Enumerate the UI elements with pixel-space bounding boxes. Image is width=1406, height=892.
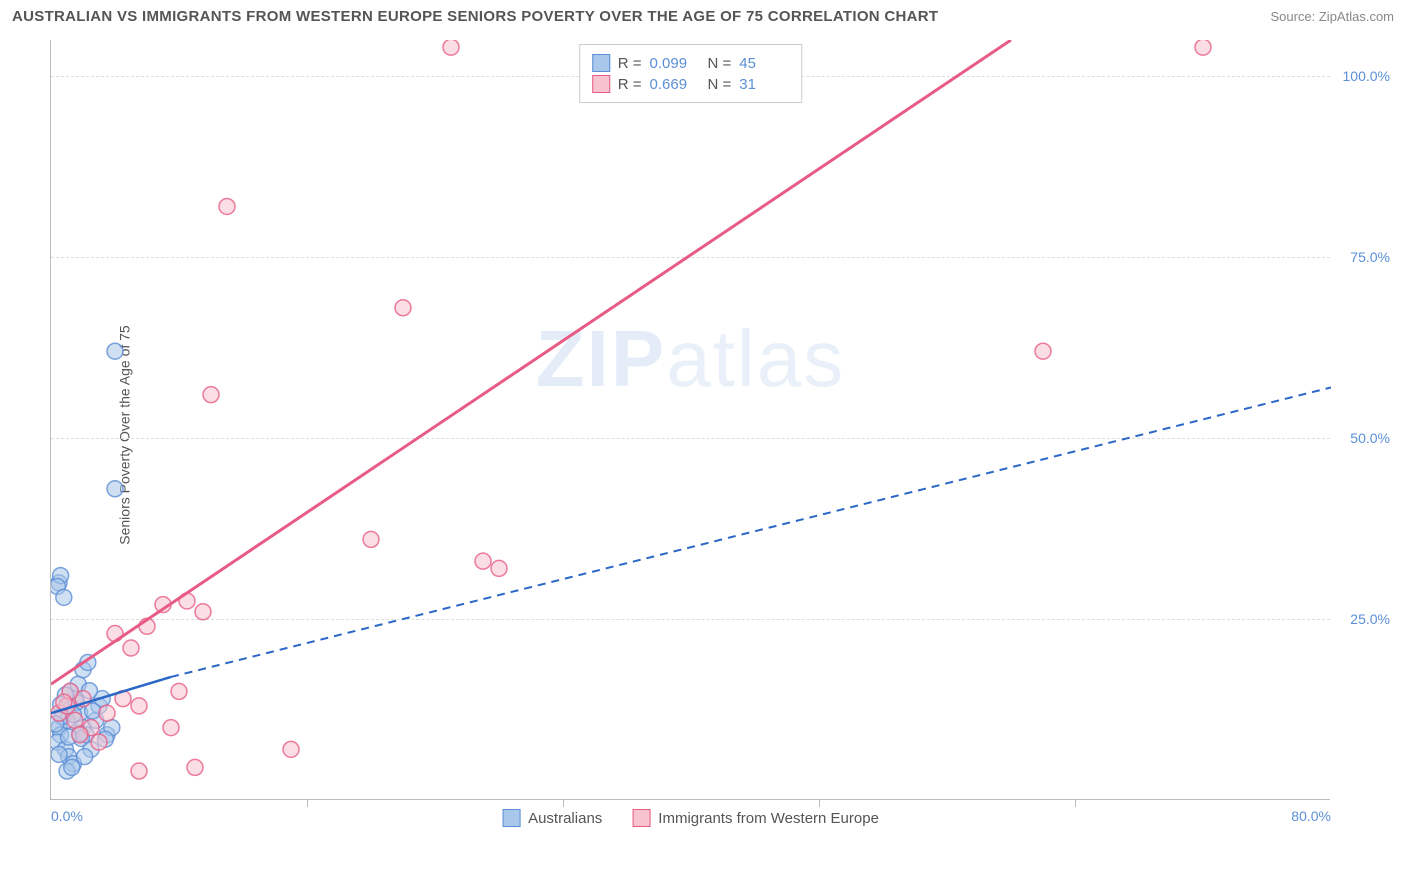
- x-tick-label: 0.0%: [51, 808, 83, 824]
- legend-item-1: Australians: [502, 809, 602, 827]
- bottom-legend: Australians Immigrants from Western Euro…: [502, 809, 879, 827]
- legend-label-2: Immigrants from Western Europe: [658, 810, 879, 827]
- r-val-2: 0.669: [650, 76, 700, 93]
- plot-container: Seniors Poverty Over the Age of 75 ZIPat…: [50, 40, 1390, 830]
- n-label-2: N =: [708, 76, 732, 93]
- y-tick-label: 25.0%: [1335, 611, 1390, 627]
- swatch-bottom-1: [502, 809, 520, 827]
- stats-row-series1: R = 0.099 N = 45: [592, 54, 790, 72]
- r-label-2: R =: [618, 76, 642, 93]
- n-val-2: 31: [739, 76, 789, 93]
- chart-title: AUSTRALIAN VS IMMIGRANTS FROM WESTERN EU…: [12, 8, 938, 25]
- x-tick-label: 80.0%: [1291, 808, 1331, 824]
- n-label: N =: [708, 55, 732, 72]
- chart-svg: [51, 40, 1331, 800]
- y-tick-label: 75.0%: [1335, 249, 1390, 265]
- watermark: ZIPatlas: [536, 313, 845, 405]
- r-val-1: 0.099: [650, 55, 700, 72]
- stats-row-series2: R = 0.669 N = 31: [592, 75, 790, 93]
- swatch-bottom-2: [632, 809, 650, 827]
- n-val-1: 45: [739, 55, 789, 72]
- y-tick-label: 50.0%: [1335, 430, 1390, 446]
- stats-legend: R = 0.099 N = 45 R = 0.669 N = 31: [579, 44, 803, 103]
- swatch-series2: [592, 75, 610, 93]
- swatch-series1: [592, 54, 610, 72]
- source-label: Source: ZipAtlas.com: [1270, 9, 1394, 24]
- r-label: R =: [618, 55, 642, 72]
- y-tick-label: 100.0%: [1335, 68, 1390, 84]
- plot-area: ZIPatlas 25.0%50.0%75.0%100.0%0.0%80.0% …: [50, 40, 1330, 800]
- legend-item-2: Immigrants from Western Europe: [632, 809, 879, 827]
- legend-label-1: Australians: [528, 810, 602, 827]
